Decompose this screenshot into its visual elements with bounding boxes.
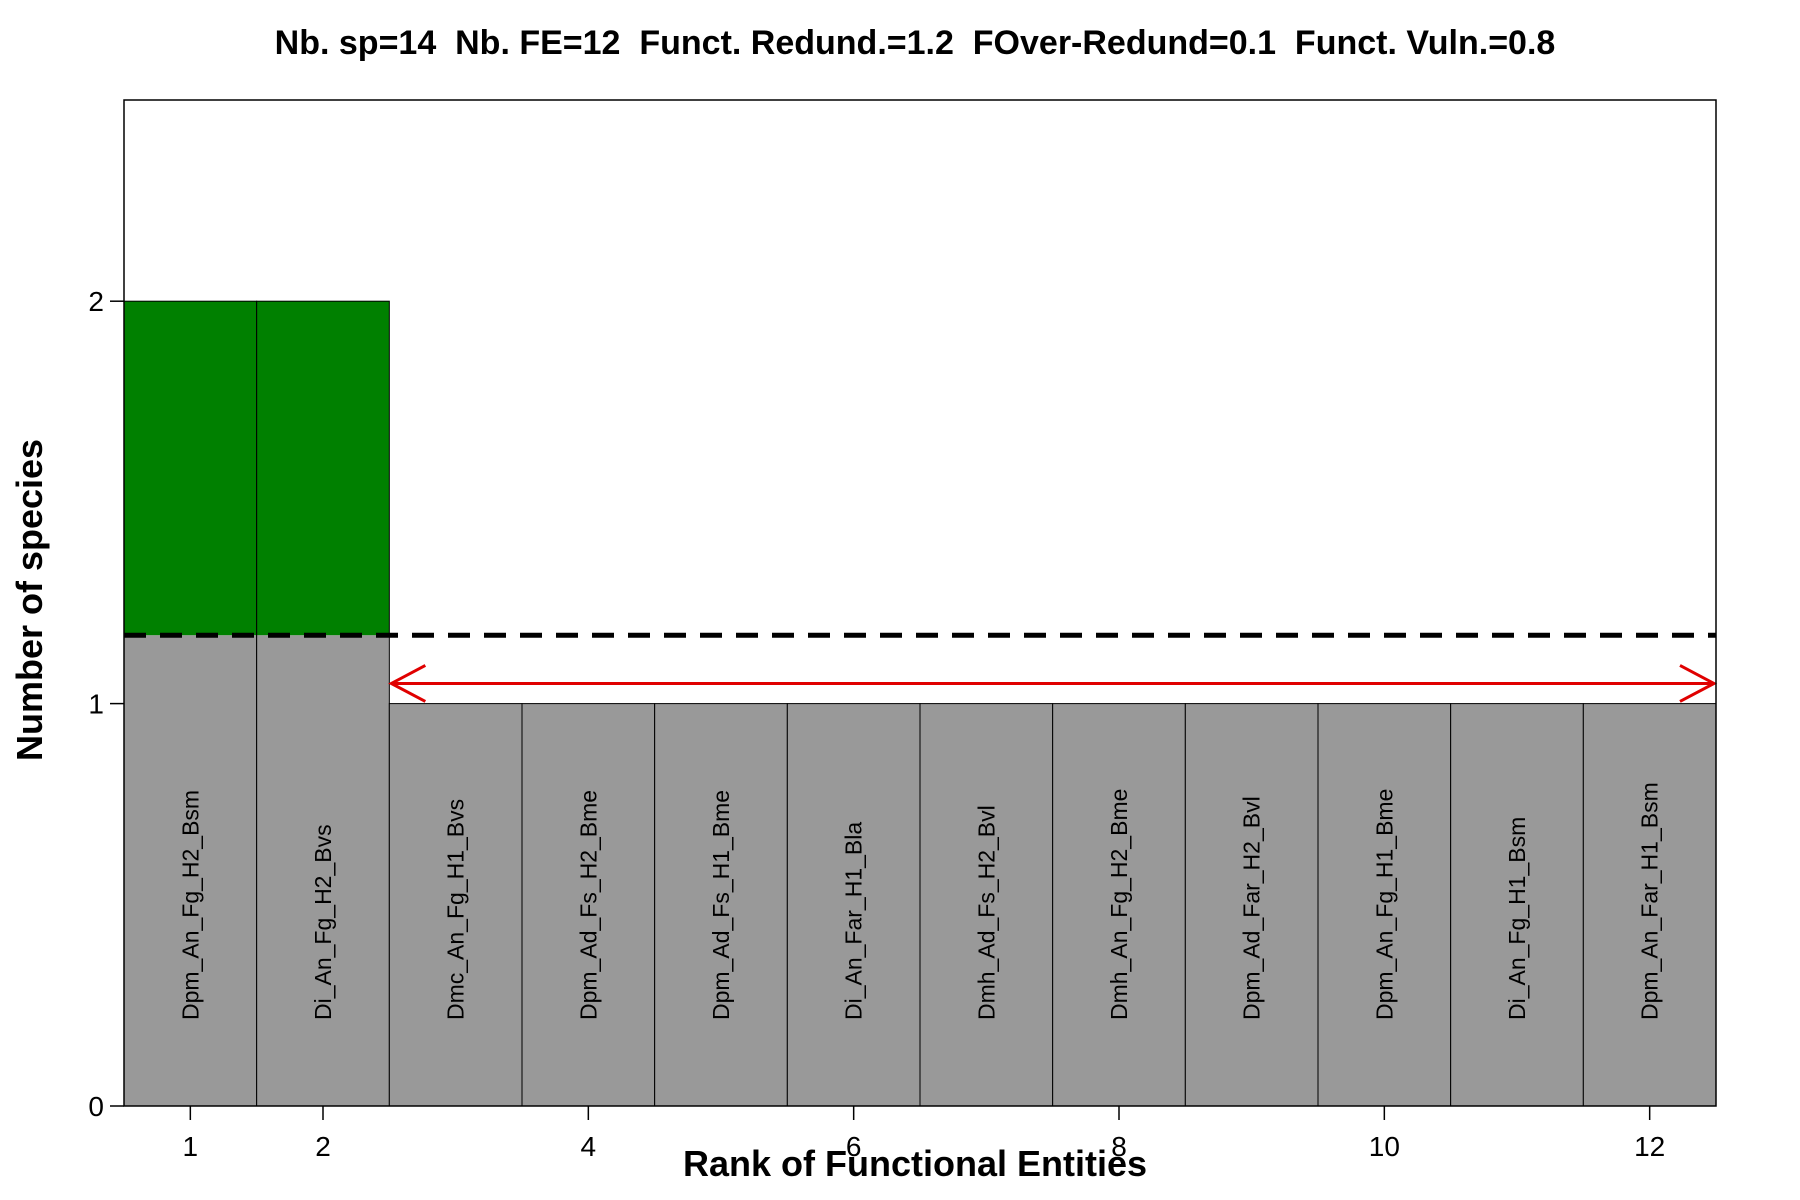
bar-lower	[1318, 703, 1451, 1106]
fe-label: Di_An_Far_H1_Bla	[841, 822, 867, 1020]
bar-lower	[1052, 703, 1186, 1106]
fe-label: Di_An_Fg_H1_Bsm	[1504, 817, 1530, 1020]
bar-upper	[256, 301, 390, 636]
bar-lower	[654, 703, 788, 1106]
x-tick-label: 2	[315, 1131, 331, 1162]
x-axis-title: Rank of Functional Entities	[683, 1143, 1147, 1184]
bars-group	[123, 300, 1717, 1107]
x-tick-label: 1	[183, 1131, 199, 1162]
x-tick-label: 12	[1634, 1131, 1665, 1162]
chart-title: Nb. sp=14 Nb. FE=12 Funct. Redund.=1.2 F…	[275, 24, 1556, 62]
vulnerability-arrow-head-left	[388, 664, 427, 703]
fe-label: Dpm_Ad_Fs_H2_Bme	[575, 790, 601, 1020]
bar-lower	[124, 635, 257, 1106]
x-tick-label: 8	[1111, 1131, 1127, 1162]
overlay-group	[124, 632, 1718, 703]
fe-label: Dpm_An_Fg_H2_Bsm	[177, 790, 203, 1020]
x-axis: 1 2 4 6 8 10 12	[183, 1106, 1665, 1162]
x-tick-label: 10	[1369, 1131, 1400, 1162]
vulnerability-arrow-head-right	[1679, 664, 1718, 703]
x-tick-label: 6	[846, 1131, 862, 1162]
bar-lower	[389, 703, 522, 1106]
fe-label: Dmh_Ad_Fs_H2_Bvl	[973, 805, 999, 1020]
fe-label: Dmc_An_Fg_H1_Bvs	[443, 799, 469, 1020]
fe-label: Di_An_Fg_H2_Bvs	[310, 824, 336, 1020]
y-axis-title: Number of species	[9, 439, 50, 761]
fe-labels-group: Dpm_An_Fg_H2_Bsm Di_An_Fg_H2_Bvs Dmc_An_Fg…	[177, 782, 1662, 1020]
bar-upper	[124, 301, 257, 636]
fe-label: Dpm_An_Far_H1_Bsm	[1637, 782, 1663, 1020]
y-tick-label: 0	[88, 1091, 104, 1122]
fe-label: Dpm_Ad_Fs_H1_Bme	[708, 790, 734, 1020]
y-tick-label: 1	[88, 689, 104, 720]
bar-lower	[256, 635, 390, 1106]
bar-lower	[787, 703, 920, 1106]
bar-lower	[1185, 703, 1318, 1106]
fe-label: Dmh_An_Fg_H2_Bme	[1106, 789, 1132, 1020]
bar-lower	[522, 703, 655, 1106]
plot-frame	[123, 99, 1717, 1107]
y-tick-label: 2	[88, 286, 104, 317]
bar-lower	[1583, 703, 1716, 1106]
y-axis: 0 1 2	[88, 286, 124, 1122]
fe-label: Dpm_Ad_Far_H2_Bvl	[1239, 796, 1265, 1020]
fe-label: Dpm_An_Fg_H1_Bme	[1371, 789, 1397, 1020]
x-tick-label: 4	[581, 1131, 597, 1162]
bar-lower	[1450, 703, 1584, 1106]
bar-lower	[920, 703, 1053, 1106]
